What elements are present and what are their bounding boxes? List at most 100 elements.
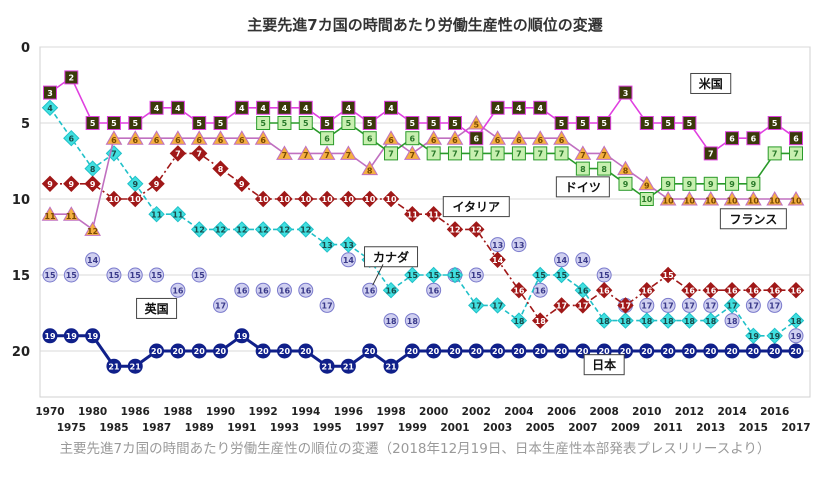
data-point bbox=[639, 343, 655, 359]
x-tick-label: 2016 bbox=[760, 406, 789, 418]
data-label: 10 bbox=[364, 195, 376, 204]
data-label: 16 bbox=[385, 286, 397, 295]
data-label: 5 bbox=[132, 119, 138, 128]
data-label: 7 bbox=[495, 150, 501, 159]
data-point bbox=[384, 146, 399, 161]
data-label: 6 bbox=[132, 136, 138, 145]
data-point bbox=[169, 145, 187, 162]
x-tick-label: 1987 bbox=[142, 422, 171, 434]
data-label: 7 bbox=[473, 150, 479, 159]
data-label: 20 bbox=[194, 347, 206, 356]
data-point bbox=[190, 130, 208, 145]
data-label: 14 bbox=[492, 256, 504, 265]
data-label: 12 bbox=[236, 226, 247, 235]
data-point bbox=[723, 190, 741, 206]
data-label: 18 bbox=[385, 317, 397, 326]
data-point bbox=[617, 160, 634, 176]
series-label: カナダ bbox=[373, 249, 409, 264]
data-point bbox=[745, 343, 761, 359]
series-label: フランス bbox=[729, 212, 777, 226]
data-label: 9 bbox=[751, 180, 757, 189]
data-label: 20 bbox=[449, 347, 461, 356]
data-label: 21 bbox=[385, 362, 397, 371]
data-label: 8 bbox=[623, 166, 629, 175]
data-point bbox=[723, 297, 741, 314]
data-point bbox=[405, 116, 420, 130]
data-point bbox=[638, 175, 656, 191]
data-label: 7 bbox=[282, 151, 288, 160]
data-label: 10 bbox=[130, 195, 142, 204]
data-label: 18 bbox=[705, 317, 717, 326]
x-tick-label: 1992 bbox=[249, 406, 278, 418]
data-label: 10 bbox=[641, 195, 653, 204]
data-label: 9 bbox=[644, 182, 650, 191]
data-point bbox=[318, 236, 336, 253]
data-point bbox=[85, 116, 100, 130]
data-label: 6 bbox=[410, 134, 416, 143]
data-point bbox=[489, 251, 506, 269]
data-point bbox=[105, 130, 123, 145]
data-point bbox=[659, 312, 677, 329]
data-point bbox=[468, 221, 485, 238]
data-point bbox=[447, 343, 463, 359]
series-label: 日本 bbox=[592, 357, 616, 372]
data-label: 16 bbox=[726, 286, 738, 295]
data-point bbox=[746, 131, 761, 146]
data-label: 18 bbox=[790, 317, 802, 326]
data-point bbox=[340, 358, 356, 374]
data-label: 18 bbox=[599, 317, 611, 326]
series-3: 9 9 9 10 10 9 7 7 8 9 10 10 10 10 10 10 10 11 11 12 12 14 16 18… bbox=[41, 145, 805, 329]
data-point bbox=[276, 343, 292, 359]
data-point bbox=[767, 146, 782, 161]
data-label: 19 bbox=[790, 332, 802, 341]
data-label: 17 bbox=[769, 302, 780, 311]
data-label: 6 bbox=[175, 136, 181, 145]
data-label: 20 bbox=[684, 347, 696, 356]
x-tick-label: 2014 bbox=[717, 406, 746, 418]
data-label: 16 bbox=[748, 286, 760, 295]
data-point bbox=[766, 281, 783, 299]
data-label: 5 bbox=[303, 119, 309, 128]
data-point bbox=[362, 282, 378, 298]
data-point bbox=[62, 206, 80, 221]
data-label: 10 bbox=[108, 195, 120, 204]
data-label: 9 bbox=[90, 180, 96, 189]
data-point bbox=[320, 116, 335, 130]
series-6: 19 19 19 21 21 20 20 20 20 19 20 20 20 21 21 20 21 20 20 20… bbox=[42, 328, 804, 374]
data-label: 7 bbox=[772, 150, 778, 159]
data-label: 13 bbox=[513, 241, 524, 250]
data-point bbox=[787, 281, 805, 299]
data-point bbox=[298, 343, 314, 359]
data-label: 5 bbox=[431, 119, 437, 128]
data-point bbox=[681, 190, 698, 206]
data-point bbox=[766, 327, 783, 345]
data-point bbox=[787, 312, 805, 329]
data-point bbox=[170, 343, 186, 359]
data-label: 11 bbox=[66, 212, 78, 221]
data-point bbox=[254, 130, 272, 145]
x-tick-label: 1990 bbox=[206, 406, 235, 418]
data-label: 15 bbox=[151, 271, 163, 280]
data-label: 5 bbox=[410, 119, 416, 128]
data-label: 20 bbox=[663, 347, 675, 356]
data-label: 7 bbox=[410, 151, 416, 160]
data-label: 18 bbox=[684, 317, 696, 326]
x-tick-label: 1993 bbox=[270, 422, 299, 434]
data-label: 12 bbox=[258, 226, 269, 235]
data-label: 18 bbox=[663, 317, 675, 326]
data-label: 5 bbox=[218, 119, 224, 128]
data-point bbox=[745, 190, 762, 206]
data-label: 20 bbox=[215, 347, 227, 356]
data-point bbox=[681, 312, 698, 329]
data-label: 16 bbox=[236, 286, 248, 295]
data-point bbox=[233, 130, 251, 145]
data-label: 16 bbox=[684, 286, 696, 295]
data-label: 6 bbox=[473, 134, 479, 143]
data-label: 9 bbox=[69, 180, 75, 189]
data-point bbox=[212, 160, 229, 177]
data-label: 16 bbox=[428, 286, 440, 295]
data-point bbox=[532, 343, 548, 359]
data-point bbox=[767, 343, 783, 359]
data-label: 12 bbox=[471, 226, 482, 235]
data-label: 21 bbox=[343, 362, 355, 371]
